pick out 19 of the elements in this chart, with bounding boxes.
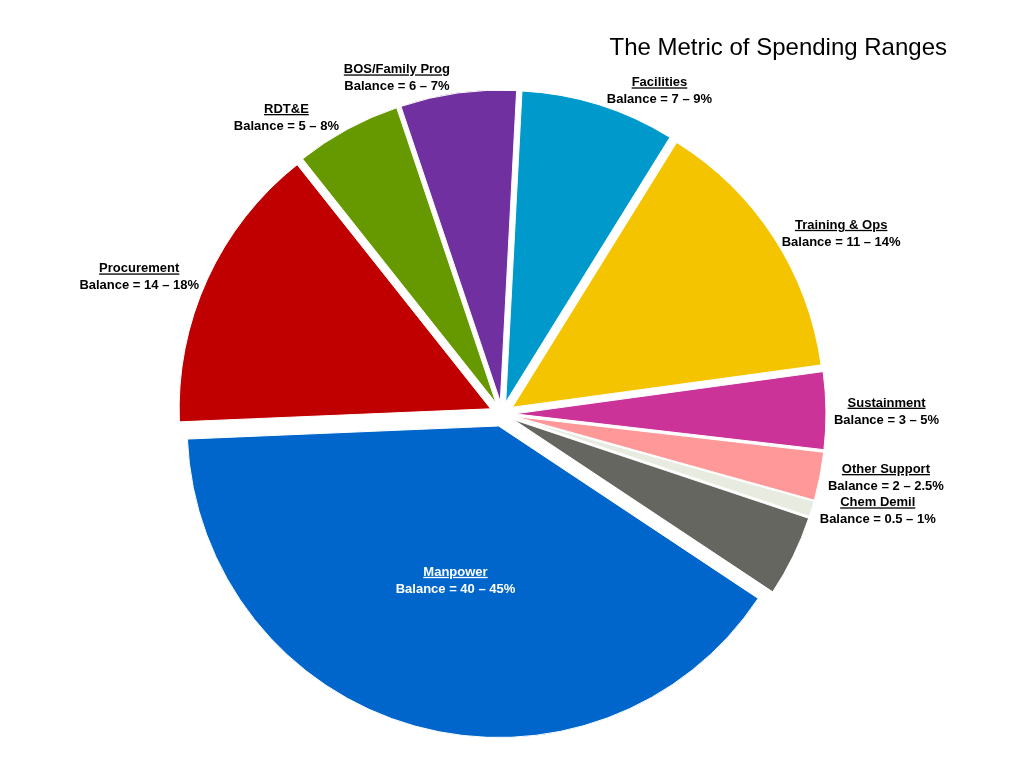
chart-title: The Metric of Spending Ranges — [609, 33, 948, 61]
slice-label: Facilities — [631, 74, 688, 90]
slice-label: BOS/Family Prog — [343, 61, 451, 77]
text: Balance = 40 – 45% — [395, 580, 516, 596]
slice-label: Other Support — [841, 461, 931, 477]
slice-label: Sustainment — [847, 394, 927, 410]
text: Balance = 0.5 – 1% — [819, 511, 936, 527]
slice-label: RDT&E — [264, 100, 310, 116]
slice-label: Training & Ops — [794, 216, 888, 232]
slice-label: Manpower — [423, 563, 488, 579]
text: Balance = 2 – 2.5% — [827, 477, 944, 493]
text: Balance = 7 – 9% — [606, 91, 713, 107]
text: Balance = 14 – 18% — [79, 277, 199, 293]
slice-label: Procurement — [99, 260, 180, 276]
text: Balance = 6 – 7% — [344, 78, 450, 94]
text: Balance = 11 – 14% — [781, 233, 901, 249]
text: Balance = 5 – 8% — [233, 117, 339, 133]
slice-label: Chem Demil — [840, 494, 916, 510]
text: Balance = 3 – 5% — [833, 411, 940, 427]
